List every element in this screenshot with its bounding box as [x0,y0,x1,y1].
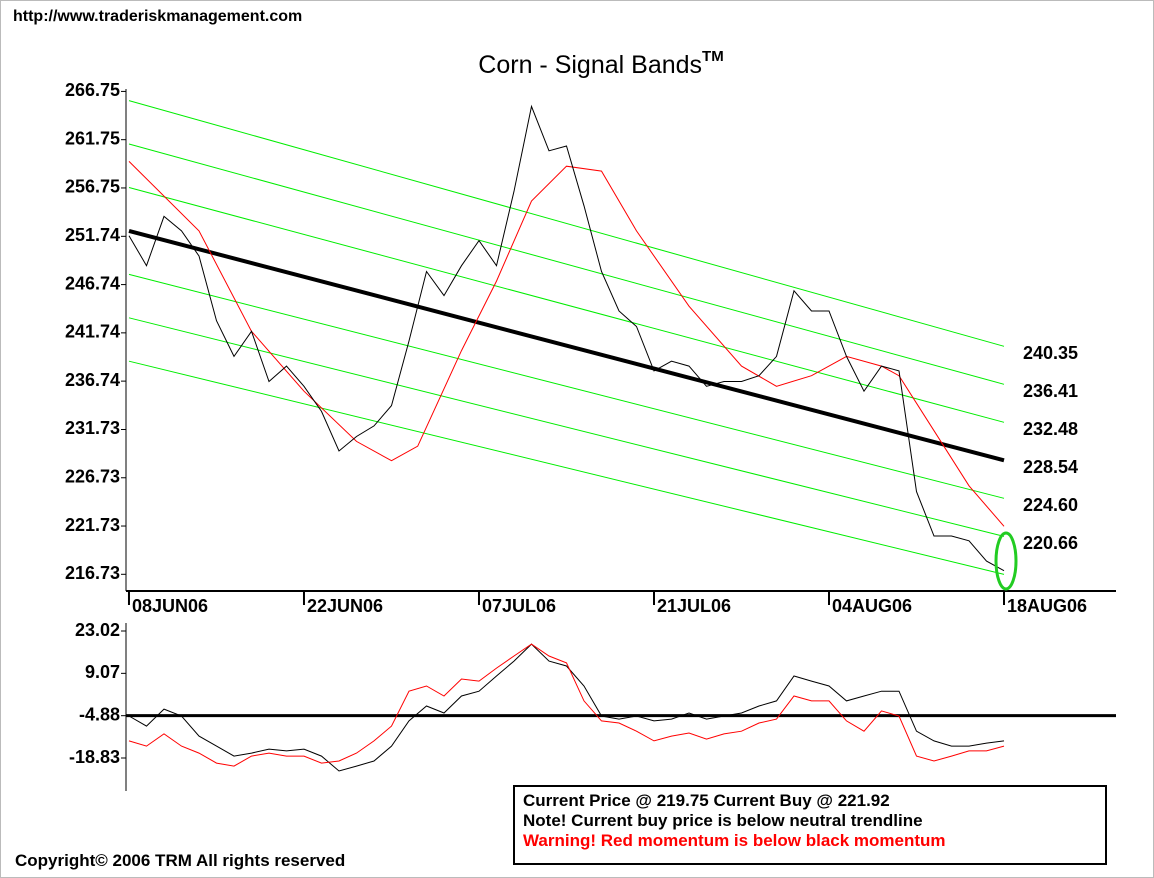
title-text: Corn - Signal Bands [478,51,702,79]
chart-title: Corn - Signal BandsTM [478,48,723,79]
x-tick-label: 04AUG06 [832,596,912,616]
series-line [128,143,1005,385]
info-line: Note! Current buy price is below neutral… [523,811,923,830]
y-tick-label: 251.74 [65,225,120,245]
y-tick-label: 266.75 [65,80,120,100]
y-tick-label: 256.75 [65,177,120,197]
band-label: 240.35 [1023,343,1078,363]
y-tick-label: 9.07 [85,662,120,682]
info-box: Current Price @ 219.75 Current Buy @ 221… [513,785,1107,865]
y-tick-label: 236.74 [65,370,120,390]
series-line [128,273,1005,499]
series-line [128,317,1005,537]
series-line [128,187,1005,423]
band-label: 224.60 [1023,495,1078,515]
y-tick-label: 226.73 [65,467,120,487]
x-tick-label: 18AUG06 [1007,596,1087,616]
series-line [128,104,1005,572]
series-line [128,360,1005,575]
y-tick-label: 241.74 [65,322,120,342]
y-tick-label: -18.83 [69,747,120,767]
highlight-ellipse [994,531,1018,591]
x-tick-label: 08JUN06 [132,596,208,616]
info-line: Current Price @ 219.75 Current Buy @ 221… [523,791,890,810]
warning-line: Warning! Red momentum is below black mom… [523,831,946,850]
band-label: 220.66 [1023,533,1078,553]
x-tick-label: 21JUL06 [657,596,731,616]
copyright: Copyright© 2006 TRM All rights reserved [15,851,346,870]
y-tick-label: 231.73 [65,418,120,438]
series-line [128,161,1005,527]
title-mark: TM [702,48,724,65]
url: http://www.traderiskmanagement.com [13,8,302,25]
band-label: 232.48 [1023,419,1078,439]
y-tick-label: 246.74 [65,273,120,293]
series-line [128,643,1005,772]
series-line [128,228,1005,463]
x-tick-label: 07JUL06 [482,596,556,616]
band-label: 228.54 [1023,457,1078,477]
y-tick-label: 221.73 [65,515,120,535]
x-tick-label: 22JUN06 [307,596,383,616]
y-tick-label: 23.02 [75,620,120,640]
y-tick-label: 261.75 [65,128,120,148]
y-tick-label: 216.73 [65,563,120,583]
series-line [128,643,1005,767]
series-line [128,100,1005,347]
band-label: 236.41 [1023,381,1078,401]
y-tick-label: -4.88 [79,704,120,724]
